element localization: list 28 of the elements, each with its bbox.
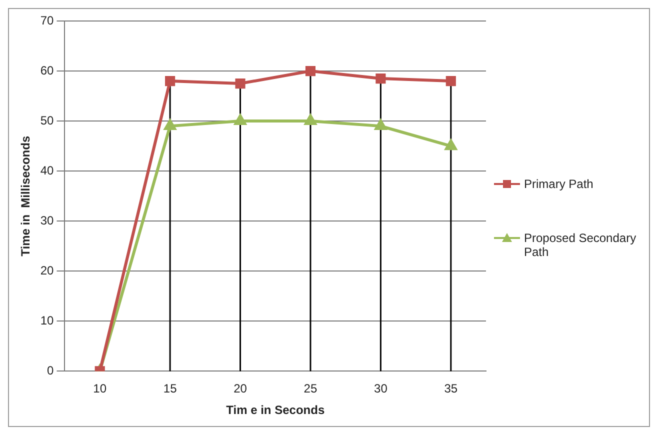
y-tick-label: 10 (40, 313, 54, 328)
x-axis-title: Tim e in Seconds (226, 403, 325, 418)
y-tick-label: 40 (40, 163, 54, 178)
point (446, 76, 456, 86)
x-tick-label: 25 (304, 382, 318, 396)
x-tick-label: 15 (163, 382, 178, 396)
point (376, 74, 386, 84)
point (374, 120, 387, 130)
point (165, 76, 176, 86)
x-tick-label: 20 (234, 382, 248, 396)
point (305, 66, 316, 76)
point (234, 114, 246, 126)
legend-label: Primary Path (524, 176, 594, 190)
y-axis-title: Time in Milliseconds (18, 136, 33, 256)
legend-label: Proposed Secondary Path (524, 230, 638, 258)
y-tick-label: 0 (47, 364, 54, 378)
y-tick-label: 50 (40, 113, 54, 128)
point (445, 140, 457, 150)
x-tick-label: 10 (93, 382, 107, 396)
y-tick-label: 60 (40, 63, 54, 78)
x-tick-label: 35 (444, 382, 458, 396)
x-tick-label: 30 (374, 382, 388, 396)
y-tick-label: 30 (40, 213, 54, 228)
y-tick-label: 70 (40, 13, 54, 28)
point (235, 78, 246, 89)
point (164, 120, 176, 130)
point (304, 114, 316, 126)
y-tick-label: 20 (40, 263, 54, 278)
